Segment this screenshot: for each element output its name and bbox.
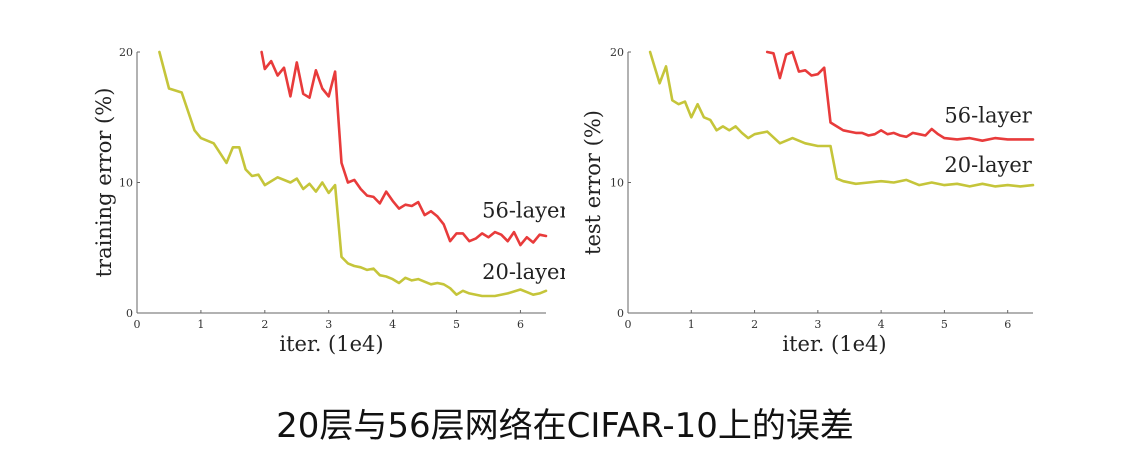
x-tick-label: 0 (134, 318, 141, 331)
figure-caption: 20层与56层网络在CIFAR-10上的误差 (276, 406, 854, 446)
y-axis-label: test error (%) (581, 110, 605, 255)
series-line-20-layer (648, 50, 1035, 188)
x-tick-label: 3 (325, 318, 332, 331)
x-tick-label: 6 (517, 318, 524, 331)
y-tick-label: 20 (610, 46, 624, 59)
x-tick-label: 5 (453, 318, 460, 331)
x-tick-label: 5 (941, 318, 948, 331)
x-axis-label: iter. (1e4) (782, 332, 886, 356)
test-error-chart: 0 1 2 3 4 5 6 0 10 20 iter. (1e4) test error (%) 56-… (581, 46, 1035, 356)
training-error-chart: 0 1 2 3 4 5 6 0 10 20 iter. (1e4) training error (%… (92, 46, 565, 356)
x-tick-label: 1 (688, 318, 695, 331)
x-tick-label: 3 (814, 318, 821, 331)
y-tick-label: 0 (126, 307, 133, 320)
y-tick-label: 20 (119, 46, 133, 59)
series-line-56-layer (260, 50, 548, 247)
x-tick-label: 1 (197, 318, 204, 331)
series-label-20-layer: 20-layer (944, 153, 1032, 177)
y-tick-label: 0 (617, 307, 624, 320)
x-axis-label: iter. (1e4) (279, 332, 383, 356)
x-tick-label: 6 (1004, 318, 1011, 331)
y-axis-label: training error (%) (92, 88, 116, 278)
x-tick-label: 0 (625, 318, 632, 331)
series-label-20-layer: 20-layer (482, 260, 565, 284)
x-tick-label: 4 (878, 318, 885, 331)
series-label-56-layer: 56-layer (482, 199, 565, 223)
x-tick-label: 4 (389, 318, 396, 331)
x-tick-label: 2 (751, 318, 758, 331)
y-tick-label: 10 (610, 177, 624, 190)
y-tick-label: 10 (119, 177, 133, 190)
series-line-56-layer (765, 50, 1035, 142)
series-label-56-layer: 56-layer (944, 103, 1032, 127)
series-line-20-layer (158, 50, 548, 298)
x-tick-label: 2 (261, 318, 268, 331)
